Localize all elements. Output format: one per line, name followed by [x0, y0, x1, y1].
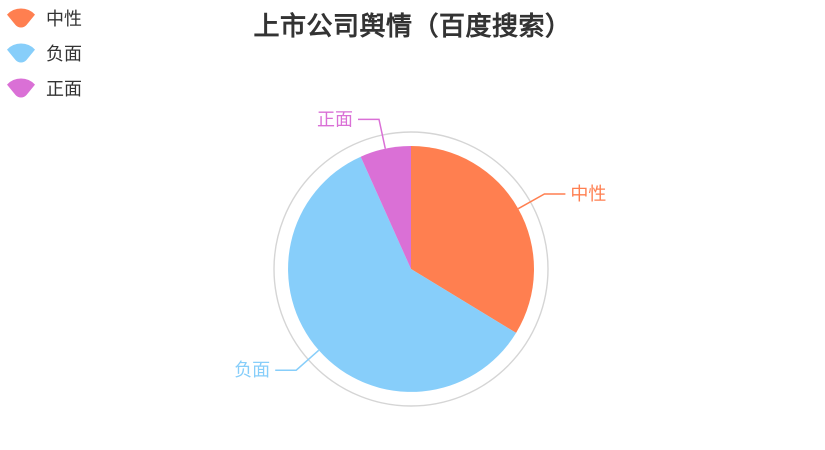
- pie-slice-2[interactable]: [360, 145, 411, 269]
- legend: 中性 负面 正面: [5, 7, 82, 112]
- pie-label-line-0: [517, 193, 566, 210]
- legend-label: 正面: [46, 78, 82, 99]
- pie-label-line-2: [358, 118, 387, 149]
- legend-label: 负面: [46, 43, 82, 64]
- pie-label-2: 正面: [317, 109, 353, 129]
- pie-slice-1[interactable]: [288, 156, 517, 392]
- legend-item-0[interactable]: 中性: [5, 7, 82, 29]
- pie-slice-0[interactable]: [411, 146, 535, 333]
- pie-label-1: 负面: [234, 360, 270, 380]
- legend-fan-icon: [7, 78, 35, 98]
- pie-label-line-1: [275, 349, 320, 371]
- pie-outer-ring: [273, 131, 549, 407]
- chart-title: 上市公司舆情（百度搜索）: [253, 11, 572, 41]
- legend-item-1[interactable]: 负面: [5, 42, 82, 64]
- legend-fan-icon: [7, 8, 35, 28]
- pie-label-0: 中性: [570, 184, 606, 204]
- legend-fan-icon: [7, 43, 35, 63]
- legend-item-2[interactable]: 正面: [5, 77, 82, 99]
- legend-label: 中性: [46, 8, 82, 29]
